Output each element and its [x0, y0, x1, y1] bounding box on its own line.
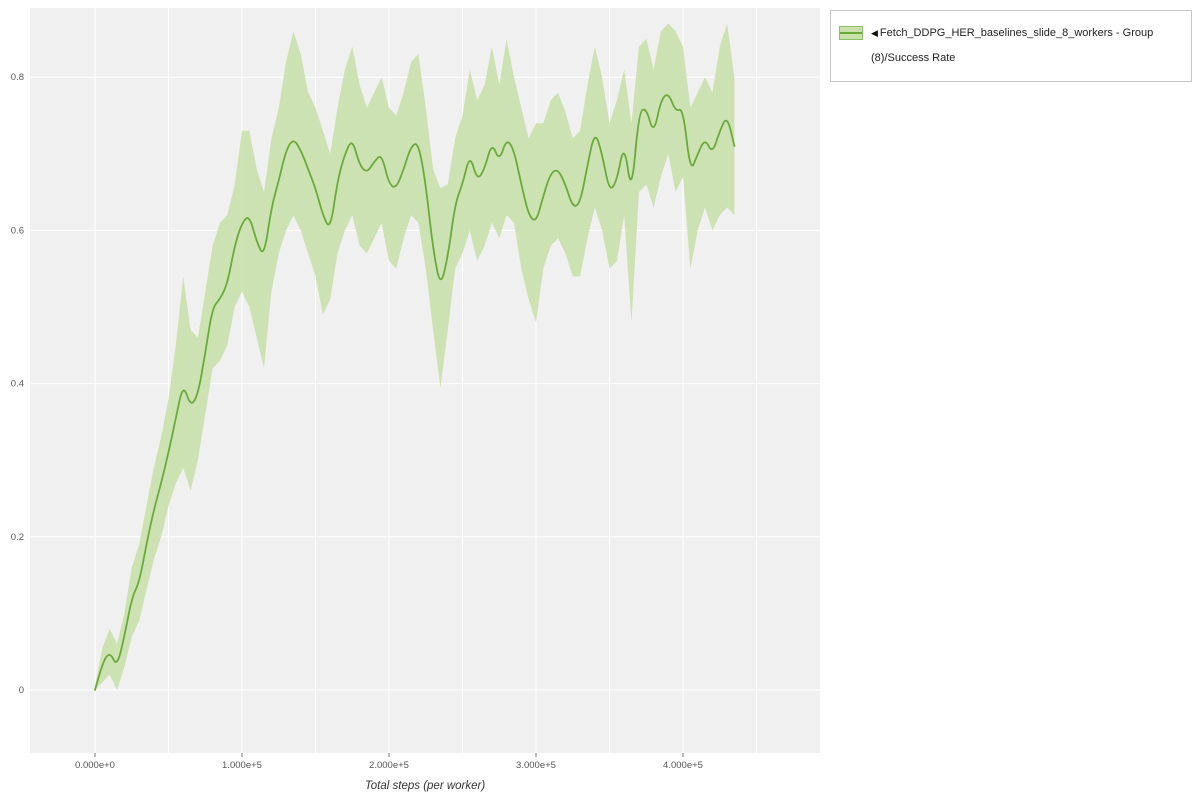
x-axis-labels: 0.000e+0 1.000e+5 2.000e+5 3.000e+5 4.000e+5 — [75, 753, 703, 771]
collapse-triangle-icon[interactable]: ◀ — [871, 28, 878, 38]
svg-text:3.000e+5: 3.000e+5 — [516, 760, 556, 771]
y-axis-labels: 0 0.2 0.4 0.6 0.8 — [11, 72, 24, 696]
legend-series-name: Fetch_DDPG_HER_baselines_slide_8_workers… — [871, 27, 1154, 64]
legend-swatch-line — [840, 32, 862, 34]
svg-text:2.000e+5: 2.000e+5 — [369, 760, 409, 771]
svg-text:1.000e+5: 1.000e+5 — [222, 760, 262, 771]
legend-label: ◀ Fetch_DDPG_HER_baselines_slide_8_worker… — [871, 21, 1181, 71]
svg-text:0.2: 0.2 — [11, 532, 24, 543]
svg-text:0: 0 — [19, 685, 24, 696]
svg-text:0.6: 0.6 — [11, 225, 24, 236]
svg-text:4.000e+5: 4.000e+5 — [663, 760, 703, 771]
legend-swatch — [839, 26, 863, 40]
svg-text:0.8: 0.8 — [11, 72, 24, 83]
x-axis-title: Total steps (per worker) — [364, 780, 486, 792]
svg-text:0.4: 0.4 — [11, 379, 24, 390]
legend[interactable]: ◀ Fetch_DDPG_HER_baselines_slide_8_worker… — [830, 10, 1192, 82]
mean-line — [94, 94, 736, 691]
confidence-band — [95, 23, 735, 691]
svg-text:0.000e+0: 0.000e+0 — [75, 760, 115, 771]
